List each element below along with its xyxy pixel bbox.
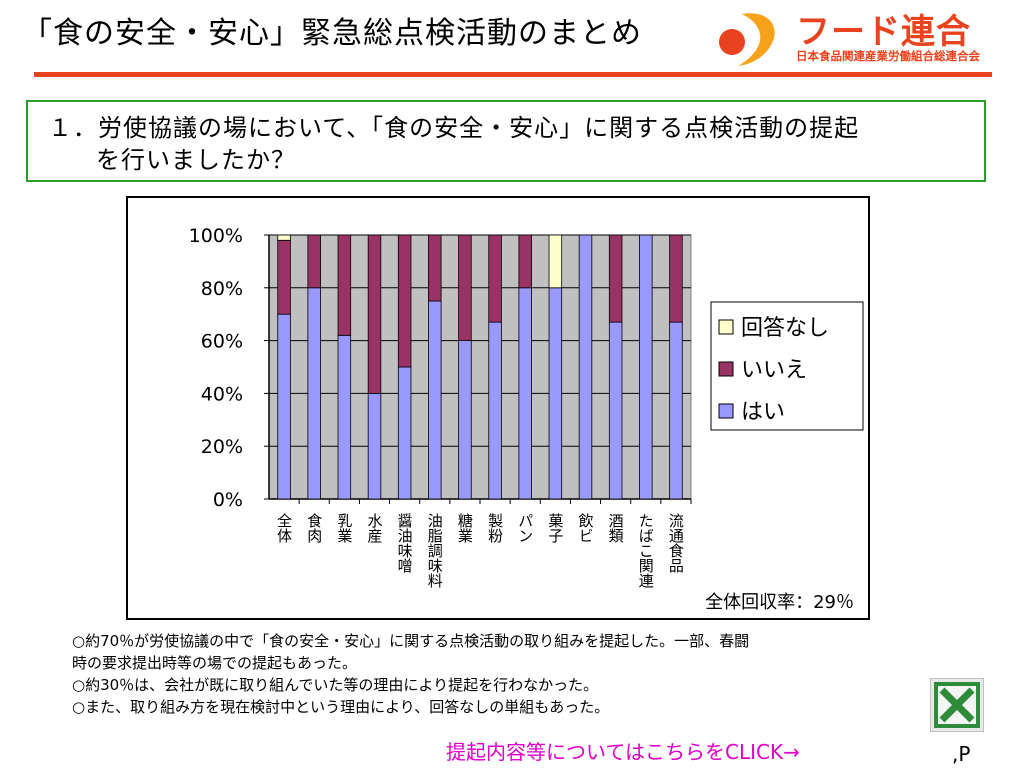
bar-segment <box>397 234 412 368</box>
bar-segment <box>518 287 532 500</box>
stacked-bar-chart: 0% 20% 40% 60% 80% 100% 全体 食肉 乳業 水産 醤油味噌 油脂調味料 糖業 製粉パ… <box>126 196 870 620</box>
question-line-1: １．労使協議の場において、「食の安全・安心」に関する点検活動の提起 <box>48 114 860 142</box>
page-reference: ,P <box>952 742 971 766</box>
bar-segment <box>367 392 382 500</box>
bar-segment <box>578 234 593 500</box>
note-line: ○また、取り組み方を現在検討中という理由により、回答なしの単組もあった。 <box>72 698 610 716</box>
bar-segment <box>548 287 563 500</box>
bar-segment <box>337 234 352 336</box>
x-tick-label: 菓子 <box>546 513 564 543</box>
bar-segment <box>428 300 442 500</box>
excel-icon[interactable] <box>930 678 984 732</box>
bar-segment <box>277 239 291 315</box>
plot-area <box>268 234 692 500</box>
logo-mark-icon <box>719 13 775 67</box>
question-box: １．労使協議の場において、「食の安全・安心」に関する点検活動の提起 を行いました… <box>26 100 986 182</box>
bar-segment <box>337 334 352 500</box>
bar-segment <box>669 234 683 323</box>
legend-box <box>710 301 864 431</box>
x-tick-label: パン <box>516 513 534 543</box>
x-tick-label: 酒類 <box>607 513 625 543</box>
x-tick-label: 油脂調味料 <box>426 513 444 588</box>
x-tick-label: たばこ関連 <box>637 513 655 589</box>
y-tick-label: 40% <box>201 383 243 405</box>
chart-annotation: 全体回収率：29％ <box>705 592 854 613</box>
x-tick-label: 乳業 <box>335 513 353 543</box>
legend-swatch <box>718 361 734 377</box>
bar-segment <box>307 234 321 289</box>
logo-subtitle: 日本食品関連産業労働組合総連合会 <box>796 49 980 63</box>
bar-segment <box>397 366 412 500</box>
x-tick-label: 糖業 <box>456 513 474 543</box>
legend-swatch <box>718 319 734 335</box>
bar-segment <box>307 287 321 500</box>
y-tick-label: 20% <box>201 436 243 458</box>
x-tick-label: 食肉 <box>305 513 323 543</box>
x-tick-label: 流通食品 <box>667 513 685 573</box>
notes: ○約70％が労使協議の中で「食の安全・安心」に関する点検活動の取り組みを提起した… <box>72 630 932 718</box>
bar-segment <box>639 234 653 500</box>
legend-swatch <box>718 403 734 419</box>
bar-segment <box>277 234 291 241</box>
y-tick-label: 80% <box>201 278 243 300</box>
x-tick-label: 水産 <box>366 513 384 544</box>
x-tick-label: 製粉 <box>486 513 504 544</box>
page-title: 「食の安全・安心」緊急総点検活動のまとめ <box>22 16 642 51</box>
note-line: ○約30％は、会社が既に取り組んでいた等の理由により提起を行わなかった。 <box>72 676 599 694</box>
legend-label: 回答なし <box>741 316 829 341</box>
click-link[interactable]: 提起内容等についてはこちらをCLICK→ <box>446 740 800 764</box>
bar-segment <box>518 234 532 289</box>
bar-segment <box>669 321 683 500</box>
y-tick-label: 0% <box>213 489 243 511</box>
header-rule <box>34 72 992 77</box>
food-rengo-logo: フード連合 日本食品関連産業労働組合総連合会 <box>712 6 1000 70</box>
bar-segment <box>608 321 623 500</box>
bar-segment <box>488 321 502 500</box>
note-line: 時の要求提出時等の場での提起もあった。 <box>72 654 358 672</box>
x-tick-label: 醤油味噌 <box>396 513 414 573</box>
logo-name: フード連合 <box>796 12 971 52</box>
note-line: ○約70％が労使協議の中で「食の安全・安心」に関する点検活動の取り組みを提起した… <box>72 632 750 650</box>
bar-segment <box>548 234 563 289</box>
x-tick-label: 全体 <box>275 512 293 543</box>
legend-label: いいえ <box>741 358 807 383</box>
legend-label: はい <box>741 400 785 425</box>
bar-segment <box>277 313 291 500</box>
bar-segment <box>608 234 623 323</box>
question-text: １．労使協議の場において、「食の安全・安心」に関する点検活動の提起 を行いました… <box>48 112 958 176</box>
question-line-2: を行いましたか？ <box>96 146 296 174</box>
chart-svg: 0% 20% 40% 60% 80% 100% 全体 食肉 乳業 水産 醤油味噌 油脂調味料 糖業 製粉パ… <box>189 225 864 613</box>
bar-segment <box>458 340 472 500</box>
x-tick-label: 飲ビ <box>577 513 595 543</box>
bar-segment <box>367 234 382 394</box>
bar-segment <box>488 234 502 323</box>
y-tick-label: 100% <box>189 225 243 247</box>
bar-segment <box>428 234 442 302</box>
bar-segment <box>458 234 472 341</box>
y-tick-label: 60% <box>201 331 243 353</box>
